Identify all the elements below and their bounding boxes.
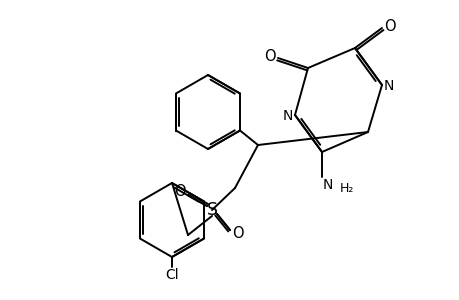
Text: O: O bbox=[232, 226, 243, 242]
Text: Cl: Cl bbox=[165, 268, 179, 282]
Text: S: S bbox=[206, 201, 217, 219]
Text: O: O bbox=[263, 49, 275, 64]
Text: N: N bbox=[322, 178, 332, 192]
Text: O: O bbox=[383, 19, 395, 34]
Text: O: O bbox=[174, 184, 185, 199]
Text: N: N bbox=[282, 109, 292, 123]
Text: N: N bbox=[383, 79, 393, 93]
Text: H₂: H₂ bbox=[339, 182, 353, 196]
